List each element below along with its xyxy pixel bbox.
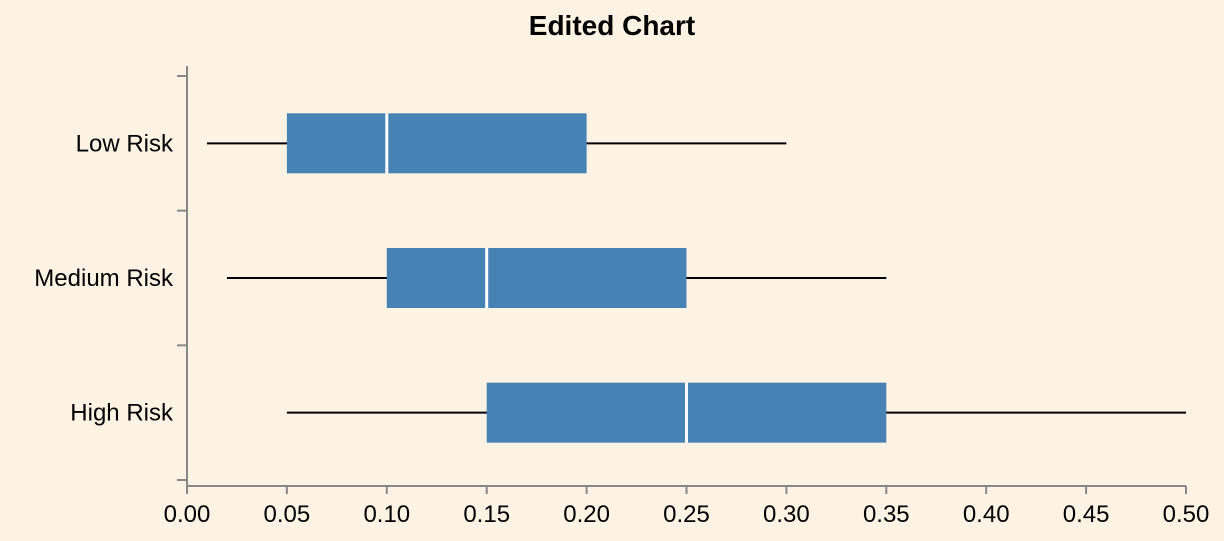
- boxes: [206, 113, 1186, 443]
- x-tick-label: 0.20: [563, 501, 610, 528]
- x-tick-label: 0.00: [164, 501, 211, 528]
- box-group: [226, 248, 887, 308]
- axes: 0.00 0.05 0.10 0.15 0.20 0.25 0.30 0.35 0.40 0.45…: [34, 66, 1209, 528]
- y-category-label: High Risk: [70, 400, 174, 427]
- box-group: [286, 382, 1186, 443]
- iqr-box: [286, 113, 587, 174]
- y-category-label: Medium Risk: [34, 265, 174, 292]
- x-tick-label: 0.30: [763, 501, 810, 528]
- y-category-label: Low Risk: [76, 130, 174, 157]
- x-tick-label: 0.10: [363, 501, 410, 528]
- x-tick-label: 0.05: [264, 501, 311, 528]
- x-tick-label: 0.50: [1163, 501, 1210, 528]
- x-tick-label: 0.25: [663, 501, 710, 528]
- iqr-box: [386, 248, 687, 308]
- x-tick-label: 0.45: [1063, 501, 1110, 528]
- chart-title: Edited Chart: [529, 10, 695, 41]
- x-tick-label: 0.35: [863, 501, 910, 528]
- x-tick-label: 0.40: [963, 501, 1010, 528]
- box-group: [206, 113, 787, 174]
- x-tick-label: 0.15: [463, 501, 510, 528]
